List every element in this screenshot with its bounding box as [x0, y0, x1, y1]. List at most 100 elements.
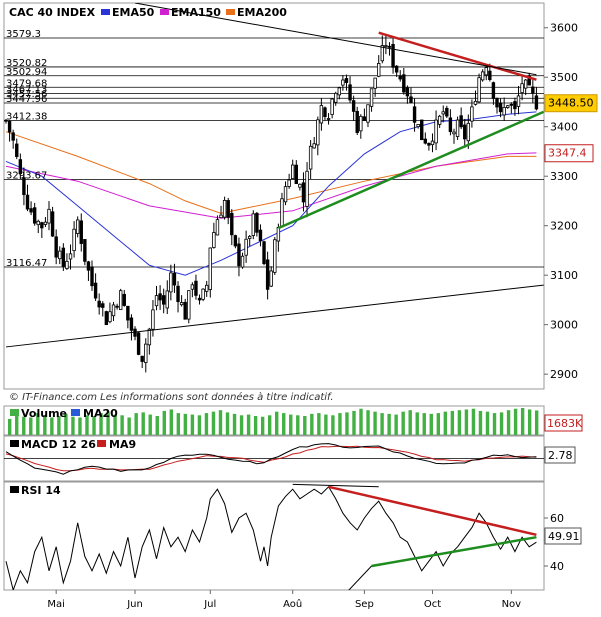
volume-bar — [464, 409, 469, 435]
volume-bar — [134, 413, 138, 435]
candle-body — [212, 232, 216, 248]
candle-body — [269, 270, 273, 287]
candle-body — [4, 119, 8, 122]
candle-body — [79, 220, 83, 244]
candle-body — [334, 92, 338, 103]
volume-bar — [324, 414, 328, 435]
x-axis: Mai Jun Jul Aoû Sep Oct Nov — [47, 590, 521, 610]
volume-bar — [190, 414, 195, 435]
volume-bar — [527, 409, 532, 435]
macd-legend: MACD 12 26 MA9 — [10, 438, 136, 451]
rsi-layer — [5, 483, 537, 590]
level-label: 3457.56 — [6, 89, 47, 100]
candle-body — [147, 328, 152, 346]
candle-body — [420, 119, 424, 141]
ema-value: 3347.4 — [548, 147, 587, 160]
volume-bar — [499, 412, 504, 435]
price-axis: 2900 3000 3100 3200 3300 3400 3500 3600 — [544, 22, 578, 381]
volume-bar — [492, 413, 497, 435]
macd-value: 2.78 — [548, 449, 573, 462]
candle-body — [208, 247, 212, 290]
level-labels: 3579.3 3520.823502.943479.683467.133457.5… — [6, 29, 47, 269]
ema50-legend-label: EMA50 — [112, 6, 155, 19]
ema150-swatch — [160, 9, 169, 15]
rsi-value-badge: 49.91 — [544, 527, 582, 545]
rsi-legend: RSI 14 — [10, 484, 61, 497]
candle-body — [319, 105, 324, 124]
candle-body — [215, 219, 220, 236]
volume-bar — [401, 411, 405, 435]
candle-body — [434, 119, 438, 144]
candle-body — [29, 208, 33, 213]
volume-swatch — [10, 409, 19, 416]
volume-bar — [394, 414, 398, 435]
volume-bar — [127, 417, 131, 435]
rsi-panel — [3, 481, 545, 591]
volume-bar — [162, 410, 166, 435]
candle-body — [344, 78, 349, 83]
candle-body — [355, 111, 359, 133]
ema200-line — [5, 131, 537, 214]
price-tick-label: 3300 — [550, 170, 578, 183]
volume-bar — [359, 408, 363, 435]
candle-body — [122, 293, 126, 306]
candle-body — [93, 282, 98, 299]
ema150-line — [5, 152, 537, 219]
rsi-swatch — [10, 486, 19, 493]
candle-body — [68, 253, 73, 260]
candle-body — [323, 107, 327, 118]
candle-body — [470, 106, 474, 122]
candle-body — [273, 239, 277, 273]
rsi-line — [5, 485, 537, 590]
volume-bar — [457, 410, 462, 435]
volume-bar — [331, 415, 335, 435]
candle-body — [394, 65, 399, 73]
price-trendline-1 — [277, 110, 544, 230]
candle-body — [280, 198, 284, 227]
candle-body — [308, 145, 313, 170]
volume-bar — [422, 413, 426, 435]
ma20-legend-label: MA20 — [83, 407, 118, 420]
candle-body — [527, 75, 531, 86]
volume-bar — [520, 408, 525, 435]
candle-body — [455, 119, 460, 137]
price-trendline-2 — [134, 3, 537, 76]
candle-body — [441, 111, 445, 115]
candle-body — [391, 43, 395, 68]
volume-bar — [204, 413, 209, 435]
candle-body — [126, 305, 130, 321]
candle-body — [480, 71, 485, 81]
volume-bar — [429, 413, 433, 435]
ema150-legend-label: EMA150 — [171, 6, 221, 19]
candle-body — [176, 285, 180, 303]
price-tick-label: 3500 — [550, 71, 578, 84]
candle-body — [477, 77, 481, 103]
volume-bar — [36, 413, 40, 435]
candle-body — [183, 301, 187, 320]
last-price-badge: 3448.50 — [544, 94, 598, 113]
candle-body — [11, 132, 15, 141]
level-label: 3116.47 — [6, 258, 47, 269]
volume-bar — [50, 417, 54, 435]
volume-bar — [408, 410, 412, 435]
ema200-legend-label: EMA200 — [237, 6, 287, 19]
volume-bar — [253, 416, 258, 435]
candle-body — [430, 140, 435, 146]
macd-layer — [4, 443, 544, 475]
rsi-tick-label: 40 — [550, 560, 564, 573]
volume-bar — [232, 413, 237, 435]
candle-body — [448, 117, 453, 132]
ema200-swatch — [226, 9, 235, 15]
volume-bar — [141, 412, 145, 435]
volume-bar — [183, 413, 188, 435]
candle-body — [330, 98, 334, 115]
volume-bar — [64, 413, 68, 435]
price-layer — [4, 3, 544, 373]
ma20-swatch — [71, 409, 80, 416]
macd-value-badge: 2.78 — [544, 446, 576, 464]
candle-body — [359, 115, 363, 132]
rsi-trendline-0 — [328, 485, 537, 537]
candle-body — [495, 97, 499, 108]
candle-body — [72, 228, 76, 252]
month-label: Sep — [355, 599, 374, 610]
